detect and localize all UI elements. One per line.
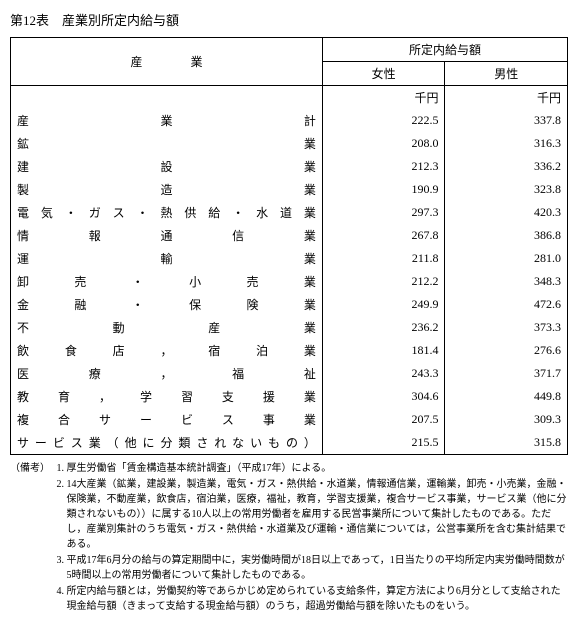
male-value: 420.3 <box>445 201 568 224</box>
note-item: 14大産業（鉱業，建設業，製造業，電気・ガス・熱供給・水道業，情報通信業，運輸業… <box>67 477 567 552</box>
header-industry: 産 業 <box>11 38 323 86</box>
industry-cell: 医療，福祉 <box>11 362 323 385</box>
male-value: 281.0 <box>445 247 568 270</box>
female-value: 211.8 <box>322 247 445 270</box>
table-row: 金融・保険業249.9472.6 <box>11 293 568 316</box>
table-row: 医療，福祉243.3371.7 <box>11 362 568 385</box>
male-value: 323.8 <box>445 178 568 201</box>
table-row: 製造業190.9323.8 <box>11 178 568 201</box>
male-value: 316.3 <box>445 132 568 155</box>
male-value: 336.2 <box>445 155 568 178</box>
notes-list: 厚生労働省「賃金構造基本統計調査」（平成17年）による。14大産業（鉱業，建設業… <box>51 461 567 615</box>
female-value: 267.8 <box>322 224 445 247</box>
table-row: 不動産業236.2373.3 <box>11 316 568 339</box>
female-value: 212.3 <box>322 155 445 178</box>
note-item: 厚生労働省「賃金構造基本統計調査」（平成17年）による。 <box>67 461 567 476</box>
female-value: 215.5 <box>322 431 445 455</box>
female-value: 222.5 <box>322 109 445 132</box>
industry-cell: 複合サービス事業 <box>11 408 323 431</box>
table-row: 電気・ガス・熱供給・水道業297.3420.3 <box>11 201 568 224</box>
table-row: 複合サービス事業207.5309.3 <box>11 408 568 431</box>
female-value: 207.5 <box>322 408 445 431</box>
female-value: 236.2 <box>322 316 445 339</box>
table-row: 建設業212.3336.2 <box>11 155 568 178</box>
industry-cell: 金融・保険業 <box>11 293 323 316</box>
male-value: 315.8 <box>445 431 568 455</box>
industry-cell: 情報通信業 <box>11 224 323 247</box>
unit-male: 千円 <box>445 86 568 110</box>
industry-cell: 卸売・小売業 <box>11 270 323 293</box>
industry-cell: 運輸業 <box>11 247 323 270</box>
table-title: 第12表 産業別所定内給与額 <box>10 10 568 29</box>
female-value: 212.2 <box>322 270 445 293</box>
note-item: 所定内給与額とは，労働契約等であらかじめ定められている支給条件，算定方法により6… <box>67 584 567 614</box>
header-salary-group: 所定内給与額 <box>322 38 567 62</box>
table-row: サービス業（他に分類されないもの）215.5315.8 <box>11 431 568 455</box>
industry-cell: 不動産業 <box>11 316 323 339</box>
female-value: 249.9 <box>322 293 445 316</box>
table-row: 運輸業211.8281.0 <box>11 247 568 270</box>
female-value: 297.3 <box>322 201 445 224</box>
industry-cell: 建設業 <box>11 155 323 178</box>
male-value: 472.6 <box>445 293 568 316</box>
male-value: 373.3 <box>445 316 568 339</box>
header-male: 男性 <box>445 62 568 86</box>
male-value: 386.8 <box>445 224 568 247</box>
notes-section: （備考） 厚生労働省「賃金構造基本統計調査」（平成17年）による。14大産業（鉱… <box>10 461 568 615</box>
industry-cell: 飲食店，宿泊業 <box>11 339 323 362</box>
salary-table: 産 業 所定内給与額 女性 男性 千円 千円 産業計222.5337.8鉱業20… <box>10 37 568 455</box>
male-value: 309.3 <box>445 408 568 431</box>
table-row: 鉱業208.0316.3 <box>11 132 568 155</box>
table-row: 産業計222.5337.8 <box>11 109 568 132</box>
male-value: 371.7 <box>445 362 568 385</box>
industry-cell: 教育，学習支援業 <box>11 385 323 408</box>
unit-spacer <box>11 86 323 110</box>
industry-cell: 製造業 <box>11 178 323 201</box>
female-value: 304.6 <box>322 385 445 408</box>
header-female: 女性 <box>322 62 445 86</box>
female-value: 243.3 <box>322 362 445 385</box>
male-value: 276.6 <box>445 339 568 362</box>
unit-female: 千円 <box>322 86 445 110</box>
male-value: 348.3 <box>445 270 568 293</box>
male-value: 337.8 <box>445 109 568 132</box>
industry-cell: 電気・ガス・熱供給・水道業 <box>11 201 323 224</box>
table-row: 飲食店，宿泊業181.4276.6 <box>11 339 568 362</box>
industry-cell: 産業計 <box>11 109 323 132</box>
female-value: 181.4 <box>322 339 445 362</box>
table-row: 卸売・小売業212.2348.3 <box>11 270 568 293</box>
female-value: 190.9 <box>322 178 445 201</box>
female-value: 208.0 <box>322 132 445 155</box>
table-row: 情報通信業267.8386.8 <box>11 224 568 247</box>
industry-cell: 鉱業 <box>11 132 323 155</box>
male-value: 449.8 <box>445 385 568 408</box>
notes-label: （備考） <box>10 461 48 476</box>
note-item: 平成17年6月分の給与の算定期間中に，実労働時間が18日以上であって，1日当たり… <box>67 553 567 583</box>
table-row: 教育，学習支援業304.6449.8 <box>11 385 568 408</box>
industry-cell: サービス業（他に分類されないもの） <box>11 431 323 455</box>
